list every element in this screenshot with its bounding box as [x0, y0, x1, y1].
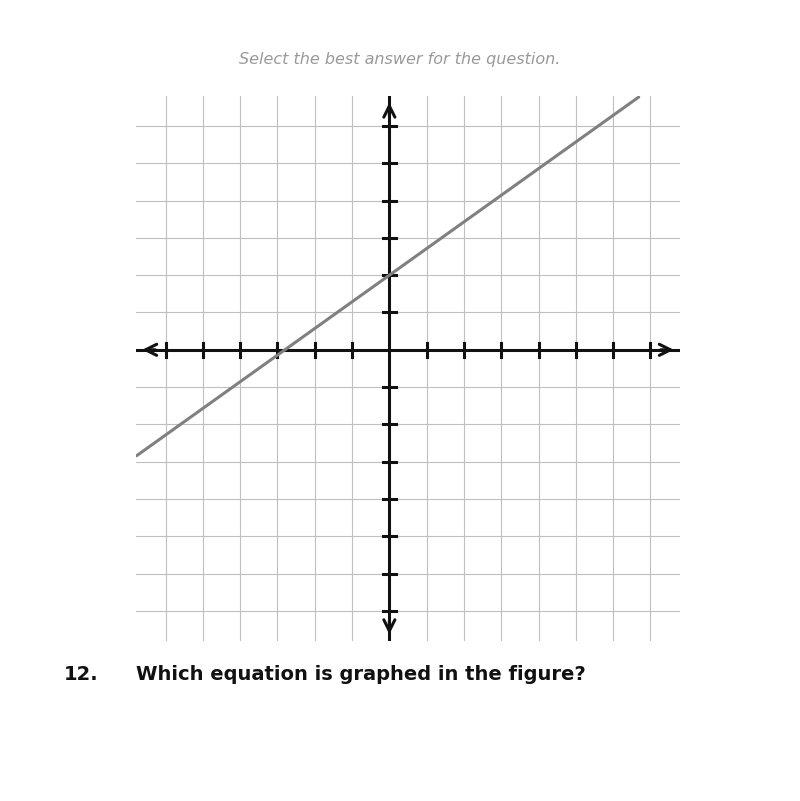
Text: 12.: 12. [64, 665, 98, 684]
Text: Which equation is graphed in the figure?: Which equation is graphed in the figure? [136, 665, 586, 684]
Text: Select the best answer for the question.: Select the best answer for the question. [239, 52, 561, 67]
